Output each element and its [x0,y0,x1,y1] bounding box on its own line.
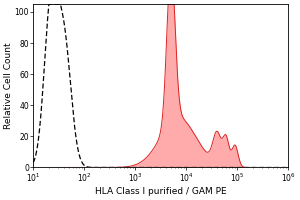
Y-axis label: Relative Cell Count: Relative Cell Count [4,43,13,129]
X-axis label: HLA Class I purified / GAM PE: HLA Class I purified / GAM PE [95,187,226,196]
